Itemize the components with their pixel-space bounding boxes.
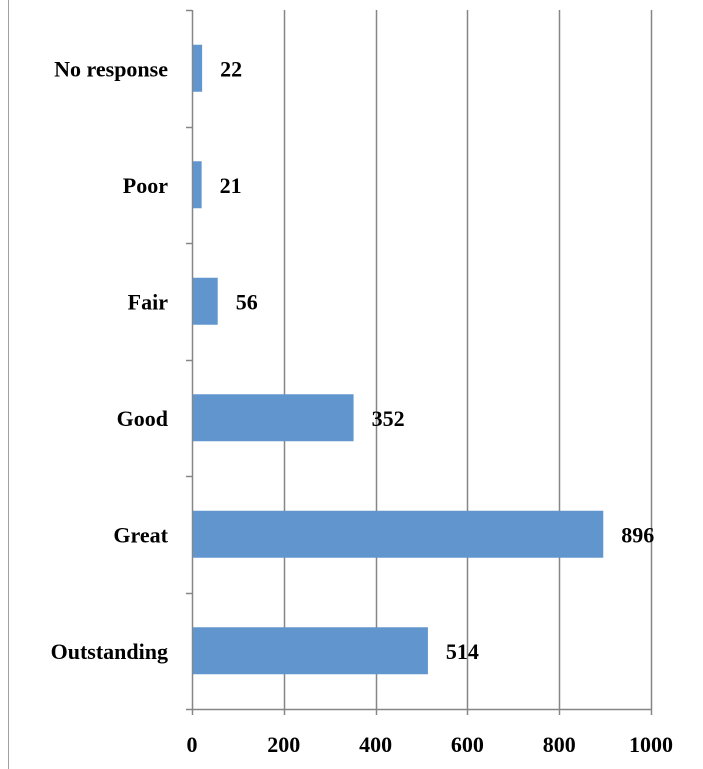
- category-label-great: Great: [113, 522, 168, 547]
- x-tick-label-200: 200: [267, 732, 300, 757]
- x-tick-label-400: 400: [359, 732, 392, 757]
- chart-frame-left: [8, 0, 9, 769]
- data-label-good: 352: [372, 406, 405, 431]
- data-label-poor: 21: [220, 173, 242, 198]
- data-label-outstanding: 514: [446, 639, 479, 664]
- x-tick-label-1000: 1000: [629, 732, 673, 757]
- bar-no-response: [193, 44, 203, 92]
- x-tick-label-600: 600: [451, 732, 484, 757]
- x-tick-label-800: 800: [543, 732, 576, 757]
- data-label-great: 896: [621, 522, 654, 547]
- x-tick-label-0: 0: [187, 732, 198, 757]
- category-label-outstanding: Outstanding: [51, 639, 168, 664]
- bar-poor: [193, 161, 202, 209]
- labels: 0 200 400 600 800 1000 No response 22 Poor 21 Fair…: [51, 56, 673, 757]
- axes: [186, 9, 653, 715]
- data-label-fair: 56: [236, 289, 258, 314]
- category-label-poor: Poor: [123, 173, 168, 198]
- bar-fair: [193, 277, 218, 325]
- category-label-no-response: No response: [54, 56, 168, 81]
- bars: [193, 44, 604, 675]
- category-label-good: Good: [117, 406, 168, 431]
- bar-good: [193, 394, 354, 442]
- data-label-no-response: 22: [220, 56, 242, 81]
- bar-great: [193, 510, 604, 558]
- bar-outstanding: [193, 627, 428, 675]
- category-label-fair: Fair: [128, 289, 169, 314]
- gridlines: [283, 10, 653, 709]
